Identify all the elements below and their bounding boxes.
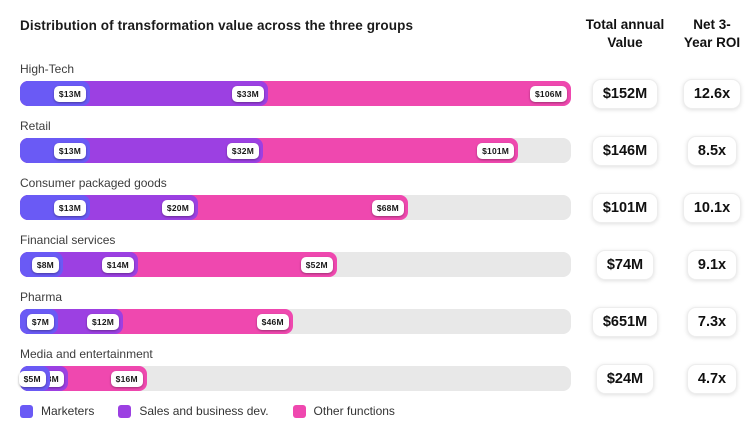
legend-item: Marketers: [20, 404, 94, 418]
bar-track: $52M $14M $8M: [20, 252, 571, 278]
segment-value-chip: $5M: [18, 370, 46, 387]
bar-track: $16M $3M $5M: [18, 366, 571, 392]
legend-item: Sales and business dev.: [118, 404, 269, 419]
segment-value-chip: $33M: [231, 85, 264, 102]
row-label: Pharma: [20, 290, 63, 305]
segment-value-chip: $13M: [53, 142, 86, 159]
legend-item: Other functions: [292, 404, 395, 419]
segment-value-chip: $68M: [371, 199, 404, 216]
chart-row: Media and entertainment $16M $3M $5M $24…: [18, 347, 750, 395]
total-value-pill: $74M: [595, 250, 655, 281]
legend-label: Other functions: [313, 404, 395, 419]
roi-value-pill: 9.1x: [686, 250, 738, 281]
segment-value-chip: $13M: [53, 199, 86, 216]
segment-value-chip: $7M: [26, 313, 55, 330]
total-value-pill: $152M: [591, 79, 659, 110]
legend-label: Sales and business dev.: [139, 404, 269, 419]
segment-value-chip: $32M: [226, 142, 259, 159]
legend: Marketers Sales and business dev. Other …: [20, 404, 750, 418]
segment-value-chip: $20M: [161, 199, 194, 216]
segment-value-chip: $46M: [256, 313, 289, 330]
chart-row: Pharma $46M $12M $7M $651M 7.3x: [20, 290, 750, 338]
bar-segment-marketers: $13M: [20, 81, 90, 107]
legend-label: Marketers: [41, 404, 95, 419]
bar-track: $46M $12M $7M: [20, 309, 571, 335]
legend-swatch-marketers-icon: [20, 404, 33, 418]
segment-value-chip: $14M: [101, 256, 134, 273]
bar-segment-marketers: $7M: [20, 309, 59, 335]
row-label: Retail: [20, 119, 51, 134]
row-label: High-Tech: [20, 62, 75, 77]
legend-swatch-sales-icon: [118, 404, 132, 418]
row-label: Media and entertainment: [20, 347, 153, 362]
total-value-pill: $101M: [591, 193, 659, 224]
roi-value-pill: 4.7x: [686, 364, 738, 395]
segment-value-chip: $106M: [530, 85, 567, 102]
chart-row: Consumer packaged goods $68M $20M $13M $…: [20, 176, 750, 224]
roi-value-pill: 7.3x: [686, 307, 738, 338]
row-label: Consumer packaged goods: [20, 176, 167, 191]
bar-track: $101M $32M $13M: [20, 138, 571, 164]
chart-row: High-Tech $106M $33M $13M $152M 12.6x: [20, 62, 750, 110]
roi-value-pill: 10.1x: [682, 193, 742, 224]
segment-value-chip: $101M: [477, 142, 515, 159]
roi-value-pill: 8.5x: [686, 136, 738, 167]
column-header-net-roi: Net 3- Year ROI: [683, 17, 741, 51]
roi-value-pill: 12.6x: [682, 79, 742, 110]
page-title: Distribution of transformation value acr…: [20, 18, 414, 33]
total-value-pill: $146M: [591, 136, 659, 167]
chart-row: Retail $101M $32M $13M $146M 8.5x: [20, 119, 750, 167]
bar-track: $68M $20M $13M: [20, 195, 571, 221]
bar-segment-marketers: $8M: [20, 252, 63, 278]
header-row: Distribution of transformation value acr…: [20, 16, 750, 52]
chart-row: Financial services $52M $14M $8M $74M 9.…: [20, 233, 750, 281]
bar-segment-marketers: $13M: [20, 195, 90, 221]
segment-value-chip: $13M: [53, 85, 86, 102]
bar-segment-marketers: $5M: [18, 366, 50, 392]
segment-value-chip: $8M: [31, 256, 59, 273]
bar-track: $106M $33M $13M: [20, 81, 571, 107]
segment-value-chip: $12M: [86, 313, 120, 330]
column-header-total-annual-value: Total annual Value: [585, 17, 665, 51]
row-label: Financial services: [20, 233, 116, 248]
legend-swatch-other-icon: [292, 404, 306, 418]
segment-value-chip: $52M: [300, 256, 333, 273]
bar-segment-marketers: $13M: [20, 138, 90, 164]
segment-value-chip: $16M: [110, 370, 143, 387]
total-value-pill: $651M: [591, 307, 659, 338]
total-value-pill: $24M: [595, 364, 655, 395]
